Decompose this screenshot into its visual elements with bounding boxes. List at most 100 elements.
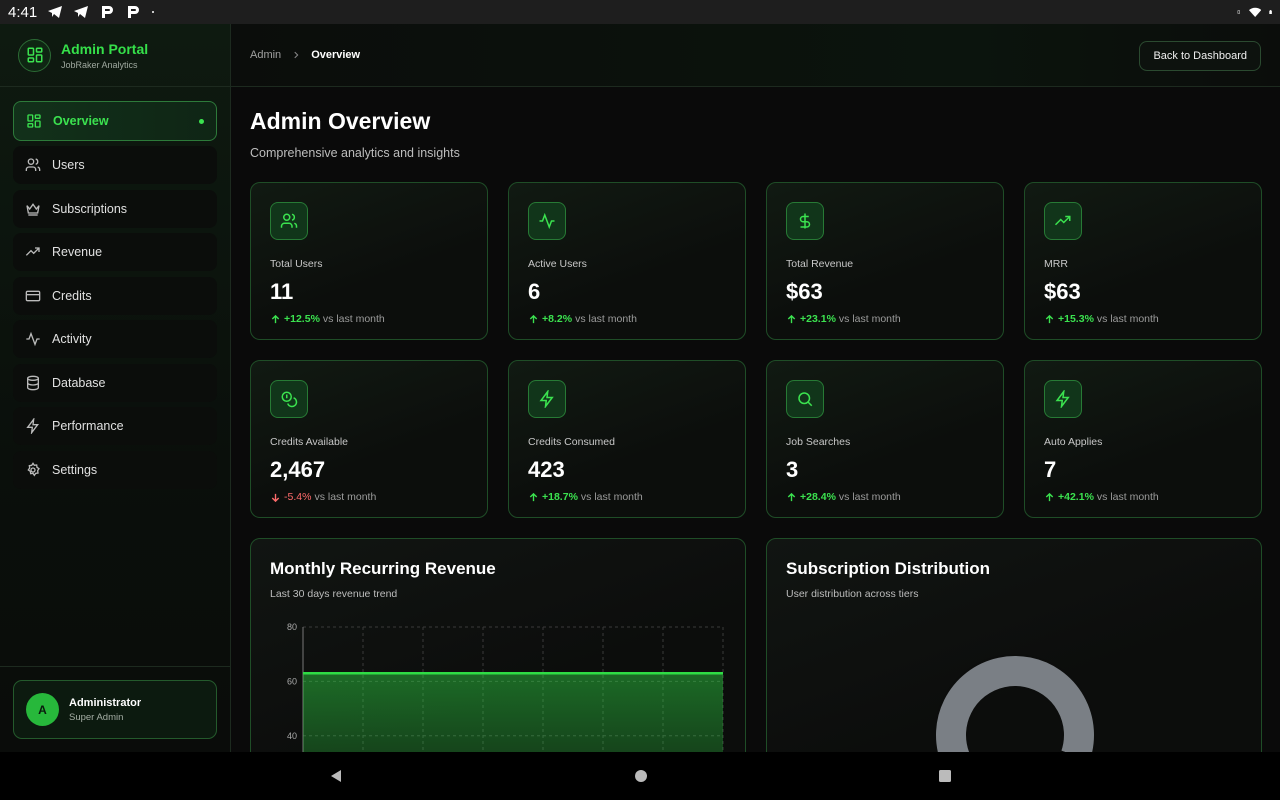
user-section: A Administrator Super Admin [0,666,230,752]
user-profile[interactable]: A Administrator Super Admin [13,680,217,739]
stat-value: 11 [270,279,294,304]
arrow-up-icon [1045,492,1054,501]
stat-change-pct: +12.5% [284,313,320,325]
status-time: 4:41 [8,3,38,21]
stat-change-suffix: vs last month [838,491,901,503]
sidebar-item-subscriptions[interactable]: Subscriptions [13,189,217,228]
arrow-up-icon [529,492,538,501]
area-fill [303,673,723,752]
stat-label: MRR [1044,258,1068,270]
sidebar-item-label: Overview [53,114,109,128]
stat-change: +12.5% vs last month [270,313,468,325]
wifi-icon [1248,7,1261,17]
brand-title: Admin Portal [61,40,149,57]
stat-value: $63 [786,279,823,304]
sidebar-item-database[interactable]: Database [13,363,217,402]
stat-change: +28.4% vs last month [786,491,984,503]
breadcrumb: Admin Overview [250,49,360,61]
page-subtitle: Comprehensive analytics and insights [250,146,460,160]
sidebar-item-settings[interactable]: Settings [13,450,217,489]
stat-label: Job Searches [786,436,851,448]
sidebar-item-activity[interactable]: Activity [13,320,217,358]
sidebar-item-label: Settings [52,462,98,477]
pie-slice [934,654,1096,752]
status-bar: 4:41 [0,0,1280,24]
stat-change-pct: +15.3% [1058,313,1094,325]
mrr-panel: Monthly Recurring Revenue Last 30 days r… [250,538,746,752]
sidebar-item-label: Subscriptions [52,201,128,216]
sidebar-item-label: Credits [52,288,92,303]
stat-change: +15.3% vs last month [1044,313,1242,325]
stat-value: 3 [786,457,799,482]
stat-change: +18.7% vs last month [528,491,726,503]
telegram-icon [48,6,63,18]
stat-value: 423 [528,457,565,482]
arrow-down-icon [271,493,280,502]
breadcrumb-current: Overview [311,49,361,61]
sidebar-item-label: Users [52,158,85,172]
topbar: Admin Overview Back to Dashboard [231,24,1280,87]
stat-change-suffix: vs last month [314,491,377,503]
database-icon [27,375,39,390]
sidebar-item-revenue[interactable]: Revenue [13,233,217,271]
stat-change-pct: +28.4% [800,491,836,503]
home-icon[interactable] [634,769,648,783]
dollar-icon [786,202,824,240]
stat-change: +42.1% vs last month [1044,491,1242,503]
sidebar-item-users[interactable]: Users [13,146,217,184]
arrow-up-icon [787,492,796,501]
stat-card-job-searches: Job Searches 3 +28.4% vs last month [766,360,1004,518]
trending-up-icon [25,247,40,256]
user-name: Administrator [69,696,142,709]
stat-card-credits-available: Credits Available 2,467 -5.4% vs last mon… [250,360,488,518]
stat-change-suffix: vs last month [1096,313,1159,325]
stat-change-suffix: vs last month [580,491,643,503]
distribution-panel: Subscription Distribution User distribut… [766,538,1262,752]
y-tick-label: 80 [287,622,297,632]
stat-change-pct: +23.1% [800,313,836,325]
gear-icon [27,461,40,477]
sidebar: Admin Portal JobRaker Analytics Overview… [0,24,231,752]
credit-card-icon [25,290,41,301]
back-icon[interactable] [328,768,344,784]
stat-change-pct: +18.7% [542,491,578,503]
arrow-up-icon [787,314,796,323]
stats-grid: Total Users 11 +12.5% vs last month Activ… [250,182,1262,518]
sidebar-item-credits[interactable]: Credits [13,276,217,315]
stat-label: Credits Available [270,436,349,448]
stat-label: Total Revenue [786,258,854,270]
sidebar-item-performance[interactable]: Performance [13,407,217,445]
stat-change-pct: -5.4% [284,491,312,503]
battery-icon [1269,9,1272,15]
sidebar-item-label: Activity [52,332,92,346]
stat-card-total-users: Total Users 11 +12.5% vs last month [250,182,488,340]
chart-panels: Monthly Recurring Revenue Last 30 days r… [250,538,1262,752]
search-icon [786,380,824,418]
arrow-up-icon [529,314,538,323]
dot-icon [152,11,155,13]
stat-change-pct: +42.1% [1058,491,1094,503]
stat-label: Auto Applies [1044,436,1103,448]
panel-subtitle: Last 30 days revenue trend [270,588,398,600]
breadcrumb-root[interactable]: Admin [250,49,282,61]
sidebar-nav: Overview Users Subscriptions Revenue Cre… [0,87,230,489]
panel-title: Subscription Distribution [786,559,990,578]
sidebar-item-label: Revenue [52,245,103,259]
y-tick-label: 40 [287,731,297,741]
stat-change-suffix: vs last month [838,313,901,325]
stat-change-suffix: vs last month [575,313,637,325]
stat-card-auto-applies: Auto Applies 7 +42.1% vs last month [1024,360,1262,518]
activity-icon [528,202,566,240]
trending-up-icon [1044,202,1082,240]
recents-icon[interactable] [938,769,952,783]
stat-card-credits-consumed: Credits Consumed 423 +18.7% vs last month [508,360,746,518]
brand-subtitle: JobRaker Analytics [61,59,138,70]
back-to-dashboard-button[interactable]: Back to Dashboard [1139,41,1261,71]
sidebar-item-overview[interactable]: Overview [13,101,217,141]
users-icon [270,202,308,240]
active-indicator [199,118,204,124]
stat-change-pct: +8.2% [542,313,573,325]
sidebar-item-label: Performance [52,419,124,433]
y-tick-label: 60 [287,676,297,686]
arrow-up-icon [271,314,280,323]
